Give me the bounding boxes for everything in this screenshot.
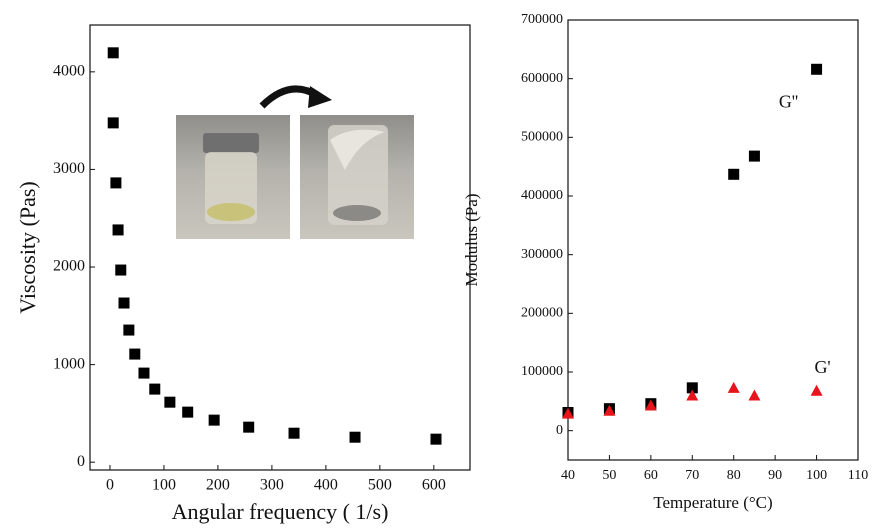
- marker: [107, 47, 119, 59]
- y-axis-label: Viscosity (Pas): [15, 181, 40, 314]
- marker: [107, 117, 119, 129]
- y-tick-label: 400000: [521, 188, 563, 203]
- x-tick-label: 400: [314, 477, 338, 494]
- y-tick-label: 2000: [53, 258, 85, 275]
- marker: [112, 224, 124, 236]
- x-axis-label: Angular frequency ( 1/s): [172, 499, 389, 524]
- marker: [349, 431, 361, 443]
- y-tick-label: 700000: [521, 12, 563, 27]
- marker: [164, 396, 176, 408]
- marker: [728, 168, 740, 180]
- y-axis-label: Modulus (Pa): [462, 193, 481, 286]
- x-tick-label: 100: [152, 477, 176, 494]
- x-tick-label: 110: [848, 468, 868, 483]
- x-tick-label: 60: [644, 468, 658, 483]
- x-tick-label: 80: [727, 468, 741, 483]
- y-tick-label: 0: [77, 453, 85, 470]
- plot-frame: [89, 24, 471, 471]
- y-tick-label: 4000: [53, 63, 85, 80]
- plot-frame: [567, 19, 859, 461]
- marker: [118, 297, 130, 309]
- marker: [644, 399, 657, 411]
- x-axis-label: Temperature (°C): [653, 493, 772, 512]
- marker: [430, 433, 442, 445]
- marker: [748, 389, 761, 401]
- y-tick-label: 500000: [521, 130, 563, 145]
- marker: [288, 427, 300, 439]
- photo-inset: [176, 85, 414, 239]
- y-tick-label: 100000: [521, 364, 563, 379]
- y-tick-label: 3000: [53, 160, 85, 177]
- x-tick-label: 100: [806, 468, 827, 483]
- x-tick-label: 40: [561, 468, 575, 483]
- x-tick-label: 200: [206, 477, 230, 494]
- series-label: G': [814, 357, 830, 377]
- marker: [810, 384, 823, 396]
- marker: [149, 383, 161, 395]
- marker: [727, 381, 740, 393]
- marker: [115, 264, 127, 276]
- y-tick-label: 1000: [53, 355, 85, 372]
- marker: [748, 150, 760, 162]
- marker: [686, 389, 699, 401]
- marker: [129, 348, 141, 360]
- x-tick-label: 500: [368, 477, 392, 494]
- marker: [562, 407, 574, 419]
- x-tick-label: 50: [602, 468, 616, 483]
- marker: [182, 406, 194, 418]
- marker: [138, 367, 150, 379]
- marker: [811, 63, 823, 75]
- x-tick-label: 0: [106, 477, 114, 494]
- marker: [603, 404, 616, 416]
- series-label: G'': [779, 91, 799, 111]
- x-tick-label: 70: [685, 468, 699, 483]
- y-tick-label: 200000: [521, 306, 563, 321]
- marker: [243, 421, 255, 433]
- marker: [208, 414, 220, 426]
- x-tick-label: 600: [422, 477, 446, 494]
- marker: [686, 382, 698, 394]
- y-tick-label: 300000: [521, 247, 563, 262]
- x-tick-label: 90: [768, 468, 782, 483]
- marker: [110, 177, 122, 189]
- y-tick-label: 0: [556, 423, 563, 438]
- marker: [123, 324, 135, 336]
- y-tick-label: 600000: [521, 71, 563, 86]
- x-tick-label: 300: [260, 477, 284, 494]
